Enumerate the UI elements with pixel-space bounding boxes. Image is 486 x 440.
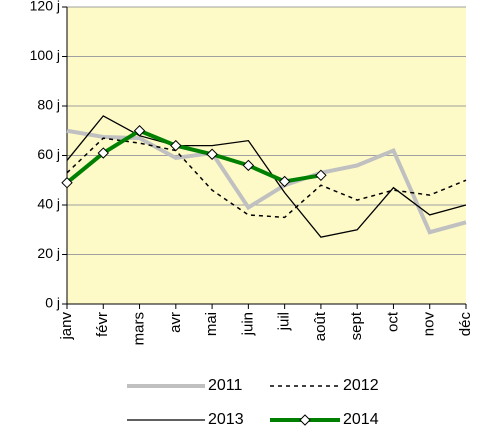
legend-item: 2011 [127,377,243,394]
legend-item: 2012 [270,377,379,394]
y-tick-label: 60 j [37,146,60,162]
series-line [65,128,322,185]
point-marker [206,148,218,160]
point-marker [133,125,146,137]
series-line [66,128,467,235]
x-tick-label: avr [167,312,184,333]
legend-label: 2014 [343,411,379,428]
x-tick-label: oct [384,311,401,332]
legend-label: 2011 [208,377,243,394]
y-tick-label: 40 j [37,196,60,212]
x-tick-label: août [312,311,329,341]
legend-label: 2013 [208,411,244,428]
x-tick-label: févr [94,312,111,337]
series-line [66,137,467,219]
point-marker [242,159,255,172]
x-tick-label: déc [457,312,474,337]
point-marker [61,177,73,189]
y-tick-label: 0 j [45,295,60,311]
x-tick-label: nov [421,312,438,337]
x-tick-label: sept [348,311,365,340]
point-marker [278,175,291,188]
x-tick-label: juin [239,312,256,336]
y-tick-label: 120 j [30,0,60,14]
x-tick-label: mai [203,312,220,336]
x-tick-label: juil [276,312,293,331]
point-marker [170,139,182,152]
x-tick-label: mars [131,312,148,345]
legend-item: 2014 [270,411,379,428]
legend-label: 2012 [343,377,379,394]
legend-marker [299,414,311,426]
y-tick-label: 20 j [37,245,60,261]
legend-item: 2013 [127,411,244,428]
y-tick-label: 80 j [37,97,60,113]
point-marker [315,169,327,182]
x-tick-label: janv [58,312,75,341]
point-marker [97,147,109,159]
y-tick-label: 100 j [30,47,60,63]
